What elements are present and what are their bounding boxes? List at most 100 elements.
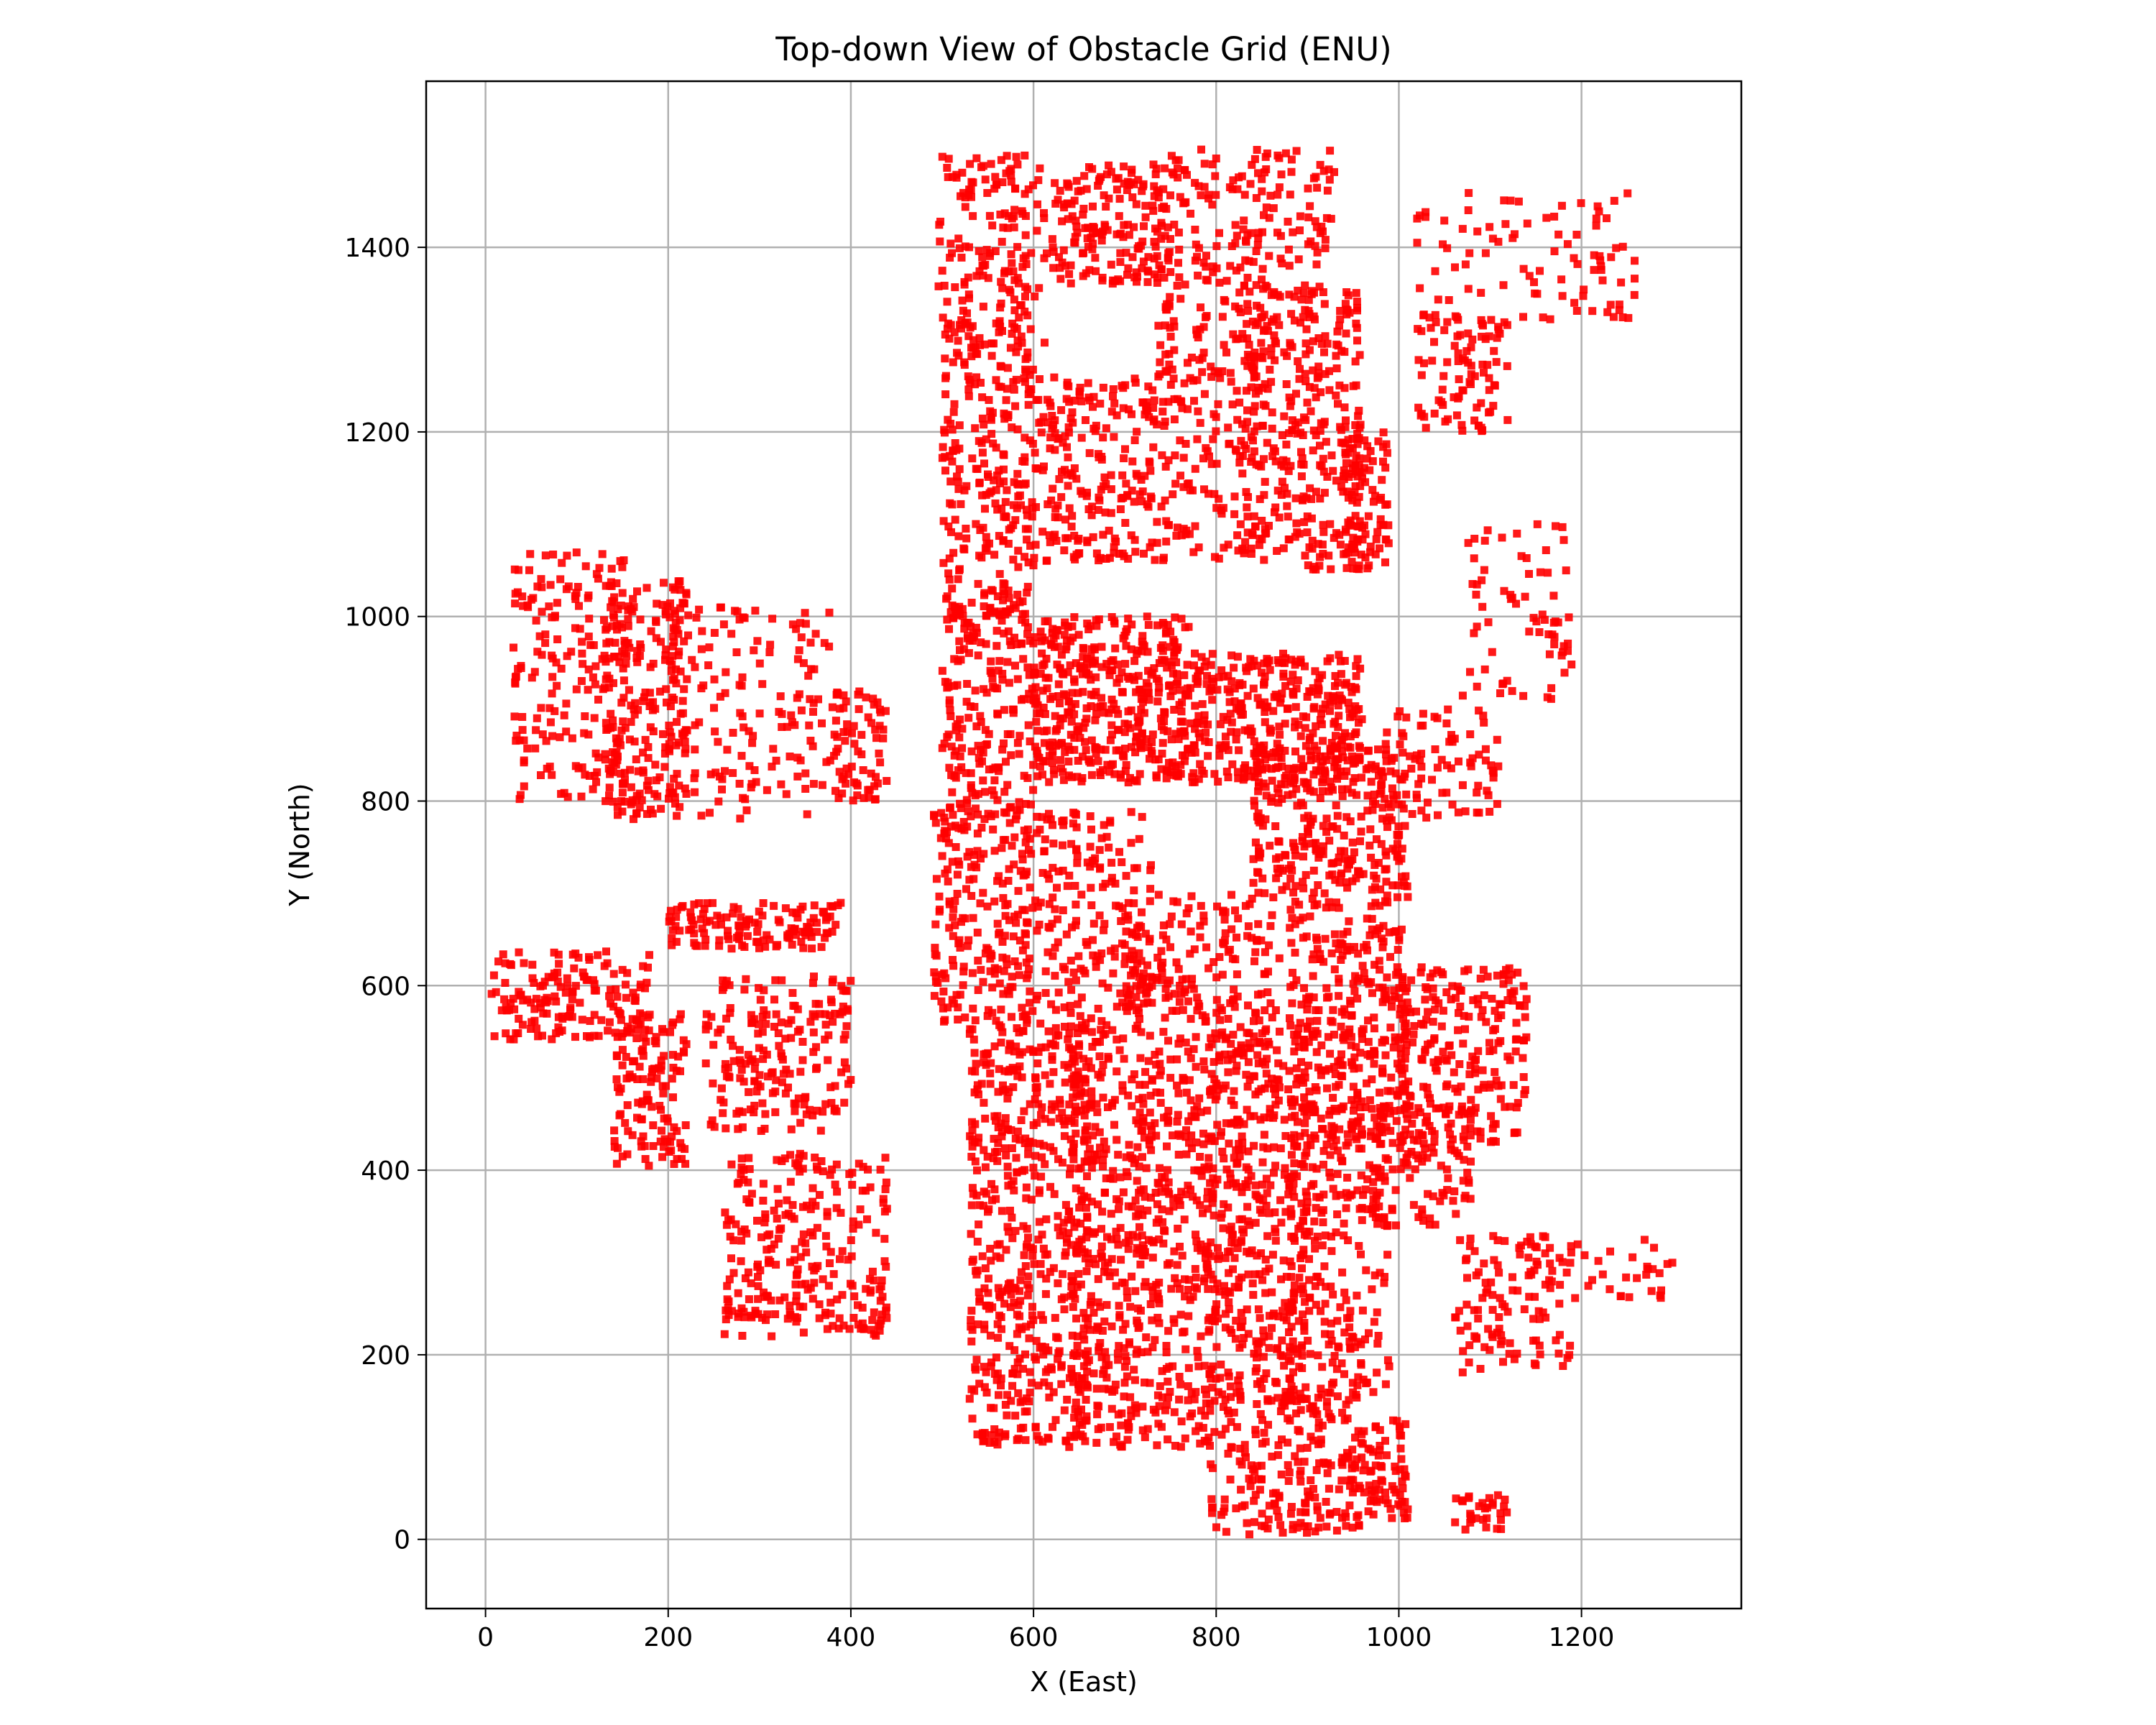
- obstacle-point: [1019, 1364, 1027, 1373]
- obstacle-point: [1115, 1302, 1123, 1310]
- obstacle-point: [1045, 809, 1053, 818]
- obstacle-point: [1340, 832, 1348, 840]
- obstacle-point: [1106, 1174, 1115, 1182]
- obstacle-point: [1474, 781, 1483, 790]
- obstacle-point: [996, 1254, 1005, 1262]
- obstacle-point: [1005, 819, 1014, 827]
- obstacle-point: [1302, 377, 1310, 385]
- obstacle-point: [1011, 1227, 1020, 1236]
- obstacle-point: [1358, 1035, 1366, 1044]
- obstacle-point: [997, 1119, 1005, 1128]
- obstacle-point: [1288, 343, 1296, 351]
- obstacle-point: [1176, 760, 1185, 769]
- obstacle-point: [1064, 978, 1073, 986]
- obstacle-point: [1097, 1353, 1106, 1361]
- obstacle-point: [938, 666, 946, 675]
- obstacle-point: [1151, 556, 1159, 564]
- obstacle-point: [1099, 433, 1107, 442]
- obstacle-point: [1070, 1223, 1079, 1231]
- obstacle-point: [1233, 728, 1241, 737]
- obstacle-point: [1330, 965, 1339, 974]
- obstacle-point: [1001, 512, 1010, 520]
- obstacle-point: [980, 420, 988, 429]
- obstacle-point: [1299, 712, 1307, 721]
- obstacle-point: [986, 1331, 995, 1340]
- obstacle-point: [1221, 929, 1230, 937]
- obstacle-point: [1353, 435, 1361, 443]
- obstacle-point: [1018, 696, 1026, 704]
- obstacle-point: [1107, 721, 1116, 730]
- obstacle-point: [1260, 556, 1268, 564]
- obstacle-point: [1151, 1051, 1159, 1059]
- obstacle-point: [1054, 501, 1062, 510]
- obstacle-point: [981, 1114, 990, 1123]
- obstacle-point: [1270, 331, 1279, 340]
- obstacle-point: [1105, 161, 1113, 170]
- obstacle-point: [1117, 1421, 1125, 1430]
- obstacle-point: [1269, 893, 1278, 901]
- obstacle-point: [1003, 486, 1011, 494]
- obstacle-point: [1323, 472, 1332, 481]
- obstacle-point: [1374, 745, 1382, 754]
- obstacle-point: [1275, 183, 1284, 192]
- obstacle-point: [964, 273, 972, 282]
- obstacle-point: [963, 942, 972, 950]
- obstacle-point: [986, 967, 995, 975]
- obstacle-point: [1235, 452, 1244, 460]
- obstacle-point: [938, 267, 946, 275]
- obstacle-point: [1082, 704, 1091, 712]
- obstacle-point: [1382, 851, 1391, 860]
- obstacle-point: [1222, 768, 1231, 776]
- obstacle-point: [1265, 656, 1273, 665]
- obstacle-point: [1230, 510, 1239, 518]
- obstacle-point: [1098, 276, 1107, 285]
- obstacle-point: [1277, 754, 1286, 763]
- obstacle-point: [1022, 367, 1031, 376]
- obstacle-point: [1057, 406, 1066, 415]
- obstacle-point: [1268, 408, 1276, 417]
- obstacle-point: [1376, 901, 1384, 910]
- obstacle-point: [1215, 494, 1223, 503]
- obstacle-point: [1306, 484, 1314, 492]
- obstacle-point: [1132, 1350, 1141, 1358]
- obstacle-point: [1238, 330, 1247, 339]
- obstacle-point: [1171, 1274, 1179, 1282]
- obstacle-point: [1314, 678, 1322, 687]
- obstacle-point: [1333, 811, 1342, 820]
- obstacle-point: [1173, 1118, 1181, 1126]
- obstacle-point: [1133, 277, 1141, 286]
- obstacle-point: [1153, 279, 1161, 287]
- obstacle-point: [1256, 853, 1264, 862]
- obstacle-point: [1309, 866, 1318, 875]
- obstacle-point: [1176, 770, 1185, 778]
- obstacle-point: [1465, 1013, 1473, 1021]
- obstacle-point: [1121, 660, 1130, 668]
- obstacle-point: [1165, 349, 1174, 358]
- obstacle-point: [1130, 374, 1139, 383]
- obstacle-point: [1076, 383, 1084, 392]
- obstacle-point: [990, 1042, 999, 1051]
- obstacle-point: [1013, 590, 1022, 599]
- obstacle-point: [1092, 1100, 1101, 1108]
- obstacle-point: [1140, 693, 1148, 702]
- obstacle-point: [1230, 684, 1239, 693]
- obstacle-point: [1077, 433, 1086, 442]
- obstacle-point: [1132, 1409, 1141, 1417]
- obstacle-point: [1468, 754, 1477, 763]
- obstacle-point: [1217, 510, 1226, 518]
- obstacle-point: [1312, 766, 1320, 775]
- obstacle-point: [1396, 1049, 1405, 1058]
- obstacle-point: [1157, 265, 1166, 274]
- obstacle-point: [1403, 1115, 1411, 1123]
- obstacle-point: [1040, 254, 1049, 262]
- obstacle-point: [998, 505, 1006, 512]
- obstacle-point: [1356, 420, 1365, 429]
- obstacle-point: [1088, 502, 1097, 511]
- obstacle-point: [1115, 847, 1123, 856]
- obstacle-point: [1318, 540, 1327, 549]
- obstacle-point: [1012, 1042, 1021, 1051]
- obstacle-point: [1327, 903, 1336, 911]
- obstacle-point: [1307, 752, 1315, 760]
- obstacle-point: [1278, 689, 1286, 698]
- obstacle-point: [1190, 1106, 1199, 1115]
